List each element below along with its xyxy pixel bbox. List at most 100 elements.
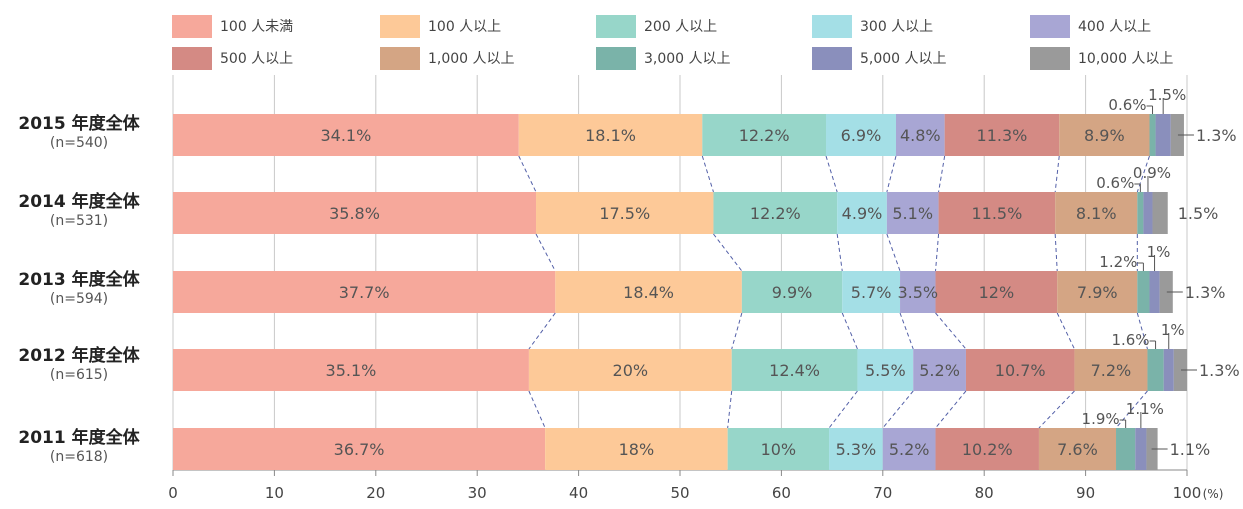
bar-segment [702,114,827,156]
data-label: 1.1% [1170,440,1211,459]
data-label: 8.9% [1084,126,1125,145]
bar-segment [1135,428,1147,470]
bar-segment [1038,428,1117,470]
connector-line [727,390,733,429]
data-label: 3.5% [897,283,938,302]
bar-segment [173,349,529,391]
legend-swatch [380,46,420,70]
data-label: 7.6% [1057,440,1098,459]
data-label: 6.9% [841,126,882,145]
connector-line [899,312,914,350]
connector-line [528,390,546,429]
data-label: 5.1% [892,204,933,223]
row-title: 2012 年度全体 [18,346,140,366]
data-label: 7.2% [1091,361,1132,380]
data-label: 1.3% [1185,283,1226,302]
x-tick-label: 30 [468,484,487,502]
data-label: 1.3% [1196,126,1237,145]
data-label: 4.8% [900,126,941,145]
legend-label: 10,000 人以上 [1078,51,1174,67]
data-label: 0.6% [1096,174,1134,192]
legend-label: 100 人未満 [220,19,294,35]
bar-segment [886,192,939,234]
bar-segment [1149,114,1156,156]
data-label: 1.5% [1178,204,1219,223]
x-tick-label: 80 [975,484,994,502]
legend-item: 300 人以上 [812,14,933,38]
legend-swatch [812,46,852,70]
bar-segment [545,428,728,470]
data-label: 10% [761,440,797,459]
bar-segment [1147,349,1164,391]
connector-line [841,312,858,350]
legend-item: 3,000 人以上 [596,46,731,70]
legend-label: 200 人以上 [644,19,718,35]
legend-item: 200 人以上 [596,14,717,38]
bar-segment [518,114,703,156]
legend-item: 5,000 人以上 [812,46,947,70]
legend-label: 300 人以上 [860,19,934,35]
connector-line [701,155,714,193]
data-label: 17.5% [599,204,650,223]
connector-line [935,312,967,350]
row-title: 2011 年度全体 [18,428,140,448]
x-tick-label: 100 [1173,484,1202,502]
connector-line [882,390,914,429]
connector-line [886,155,897,193]
connector-line [1038,390,1075,429]
bar-segment [1152,192,1168,234]
data-label: 0.9% [1133,164,1171,182]
connector-line [535,233,556,272]
bar-segment [727,428,830,470]
row-title: 2013 年度全体 [18,270,140,290]
connector-line [731,312,743,350]
data-label: 7.9% [1077,283,1118,302]
data-label: 12% [979,283,1015,302]
data-label: 12.2% [750,204,801,223]
legend-swatch [380,14,420,38]
data-label: 18.1% [585,126,636,145]
x-tick-label: 40 [569,484,588,502]
bar-segment [1143,192,1153,234]
legend-item: 400 人以上 [1030,14,1151,38]
connector-line [1136,312,1148,350]
connector-line [886,233,901,272]
data-label: 11.5% [971,204,1022,223]
bar-segment [938,192,1056,234]
legend-item: 100 人以上 [380,14,501,38]
legend-swatch [812,14,852,38]
connector-line [1115,390,1148,429]
legend-item: 10,000 人以上 [1030,46,1173,70]
bar-segment [1059,114,1150,156]
row-label: 2012 年度全体 (n=615) [0,346,158,384]
connector-line [935,233,940,272]
legend-swatch [172,46,212,70]
x-tick-label: 70 [873,484,892,502]
data-label: 34.1% [320,126,371,145]
data-label: 5.3% [836,440,877,459]
connector-line [1136,155,1150,193]
x-tick-label: 60 [772,484,791,502]
bar-segment [1137,192,1144,234]
data-label: 1% [1161,321,1185,339]
data-label: 5.7% [851,283,892,302]
bar-segment [536,192,714,234]
row-sample-size: (n=615) [49,367,109,383]
bar-segment [731,349,858,391]
row-sample-size: (n=540) [49,135,109,151]
legend-label: 100 人以上 [428,19,502,35]
bar-segment [965,349,1075,391]
row-label: 2014 年度全体 (n=531) [0,192,158,230]
connector-line [825,155,838,193]
data-label: 5.5% [865,361,906,380]
bar-segment [173,428,546,470]
row-label: 2011 年度全体 (n=618) [0,428,158,466]
connector-line [935,390,967,429]
data-label: 4.9% [842,204,883,223]
data-label: 36.7% [334,440,385,459]
bar-segment [555,271,742,313]
connector-line [1056,312,1075,350]
data-label: 37.7% [339,283,390,302]
x-tick-label: 20 [366,484,385,502]
